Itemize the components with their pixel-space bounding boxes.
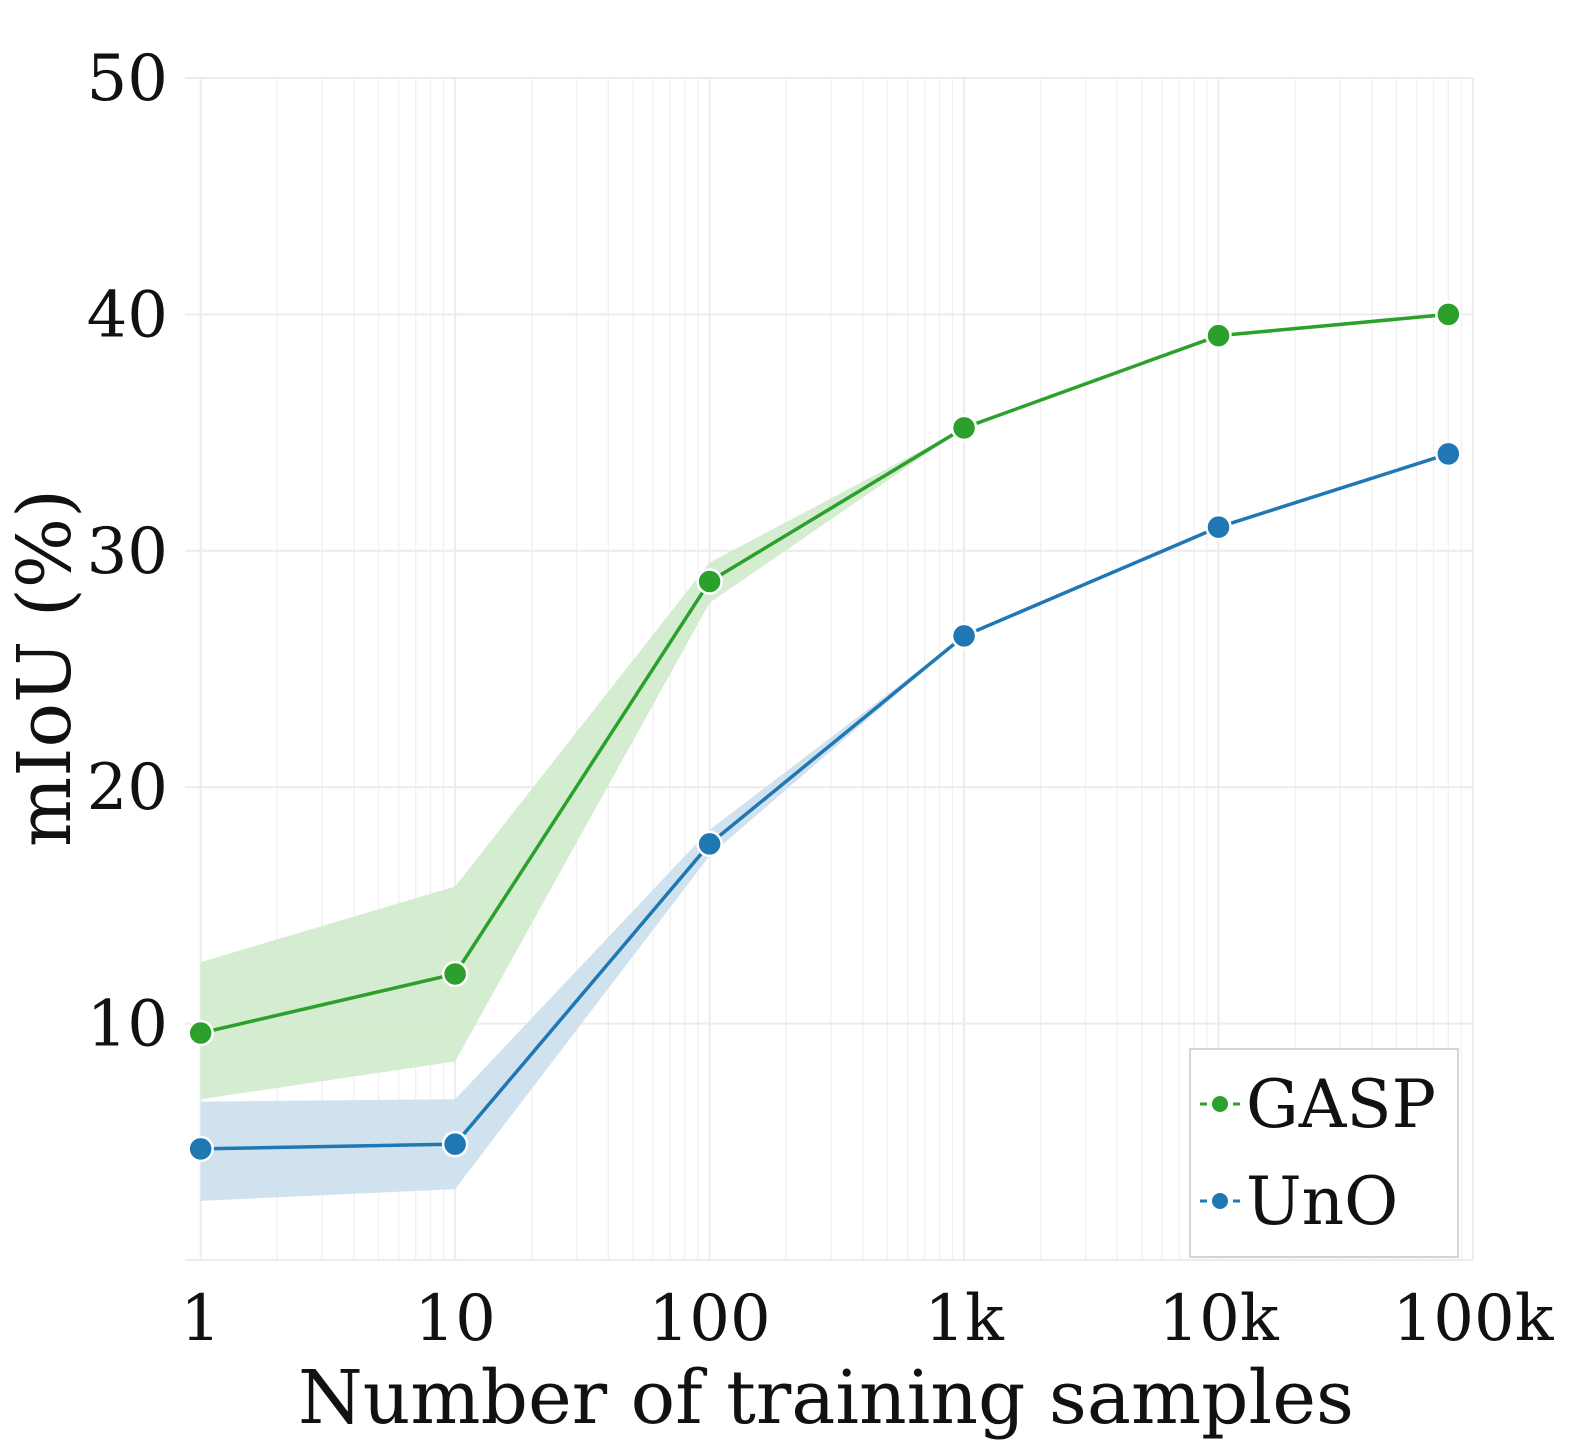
series-lines	[200, 312, 1449, 1151]
tick-labels: 1 10 100 1k 10k 100k 10 20 30 40 50	[87, 42, 1555, 1356]
y-tick-label: 50	[87, 42, 168, 116]
band-gasp	[200, 314, 1449, 1100]
legend-marker-uno	[1210, 1191, 1230, 1211]
legend-entry-uno: UnO	[1200, 1163, 1398, 1240]
point-uno	[187, 1135, 214, 1163]
point-gasp	[1435, 301, 1462, 328]
legend-marker-gasp	[1210, 1094, 1230, 1114]
y-tick-label: 40	[87, 278, 168, 352]
point-uno	[950, 622, 978, 650]
x-tick-label: 1k	[924, 1282, 1005, 1356]
confidence-bands	[200, 314, 1449, 1201]
legend-box	[1189, 1048, 1459, 1258]
band-uno	[200, 453, 1449, 1201]
series-points	[187, 301, 1462, 1163]
legend: GASP UnO	[1189, 1048, 1459, 1258]
point-gasp	[1205, 322, 1232, 349]
x-tick-label: 100	[649, 1282, 771, 1356]
x-tick-label: 100k	[1393, 1282, 1555, 1356]
x-axis-title: Number of training samples	[298, 1355, 1354, 1441]
line-gasp	[200, 312, 1449, 1035]
point-uno	[696, 830, 723, 858]
legend-entry-gasp: GASP	[1200, 1066, 1436, 1143]
point-gasp	[187, 1019, 214, 1047]
x-tick-label: 10	[414, 1282, 495, 1356]
y-tick-label: 30	[87, 515, 168, 589]
line-uno	[200, 452, 1449, 1151]
point-uno	[1205, 513, 1232, 541]
point-gasp	[950, 414, 978, 442]
point-uno	[441, 1130, 469, 1158]
legend-label-uno: UnO	[1246, 1163, 1398, 1240]
point-gasp	[441, 960, 469, 988]
x-tick-label: 10k	[1158, 1282, 1279, 1356]
y-axis-title: mIoU (%)	[2, 489, 88, 847]
legend-label-gasp: GASP	[1246, 1066, 1436, 1143]
y-tick-label: 20	[87, 751, 168, 825]
x-tick-label: 1	[180, 1282, 221, 1356]
y-tick-label: 10	[87, 988, 168, 1062]
point-uno	[1435, 440, 1462, 468]
point-gasp	[696, 568, 723, 595]
